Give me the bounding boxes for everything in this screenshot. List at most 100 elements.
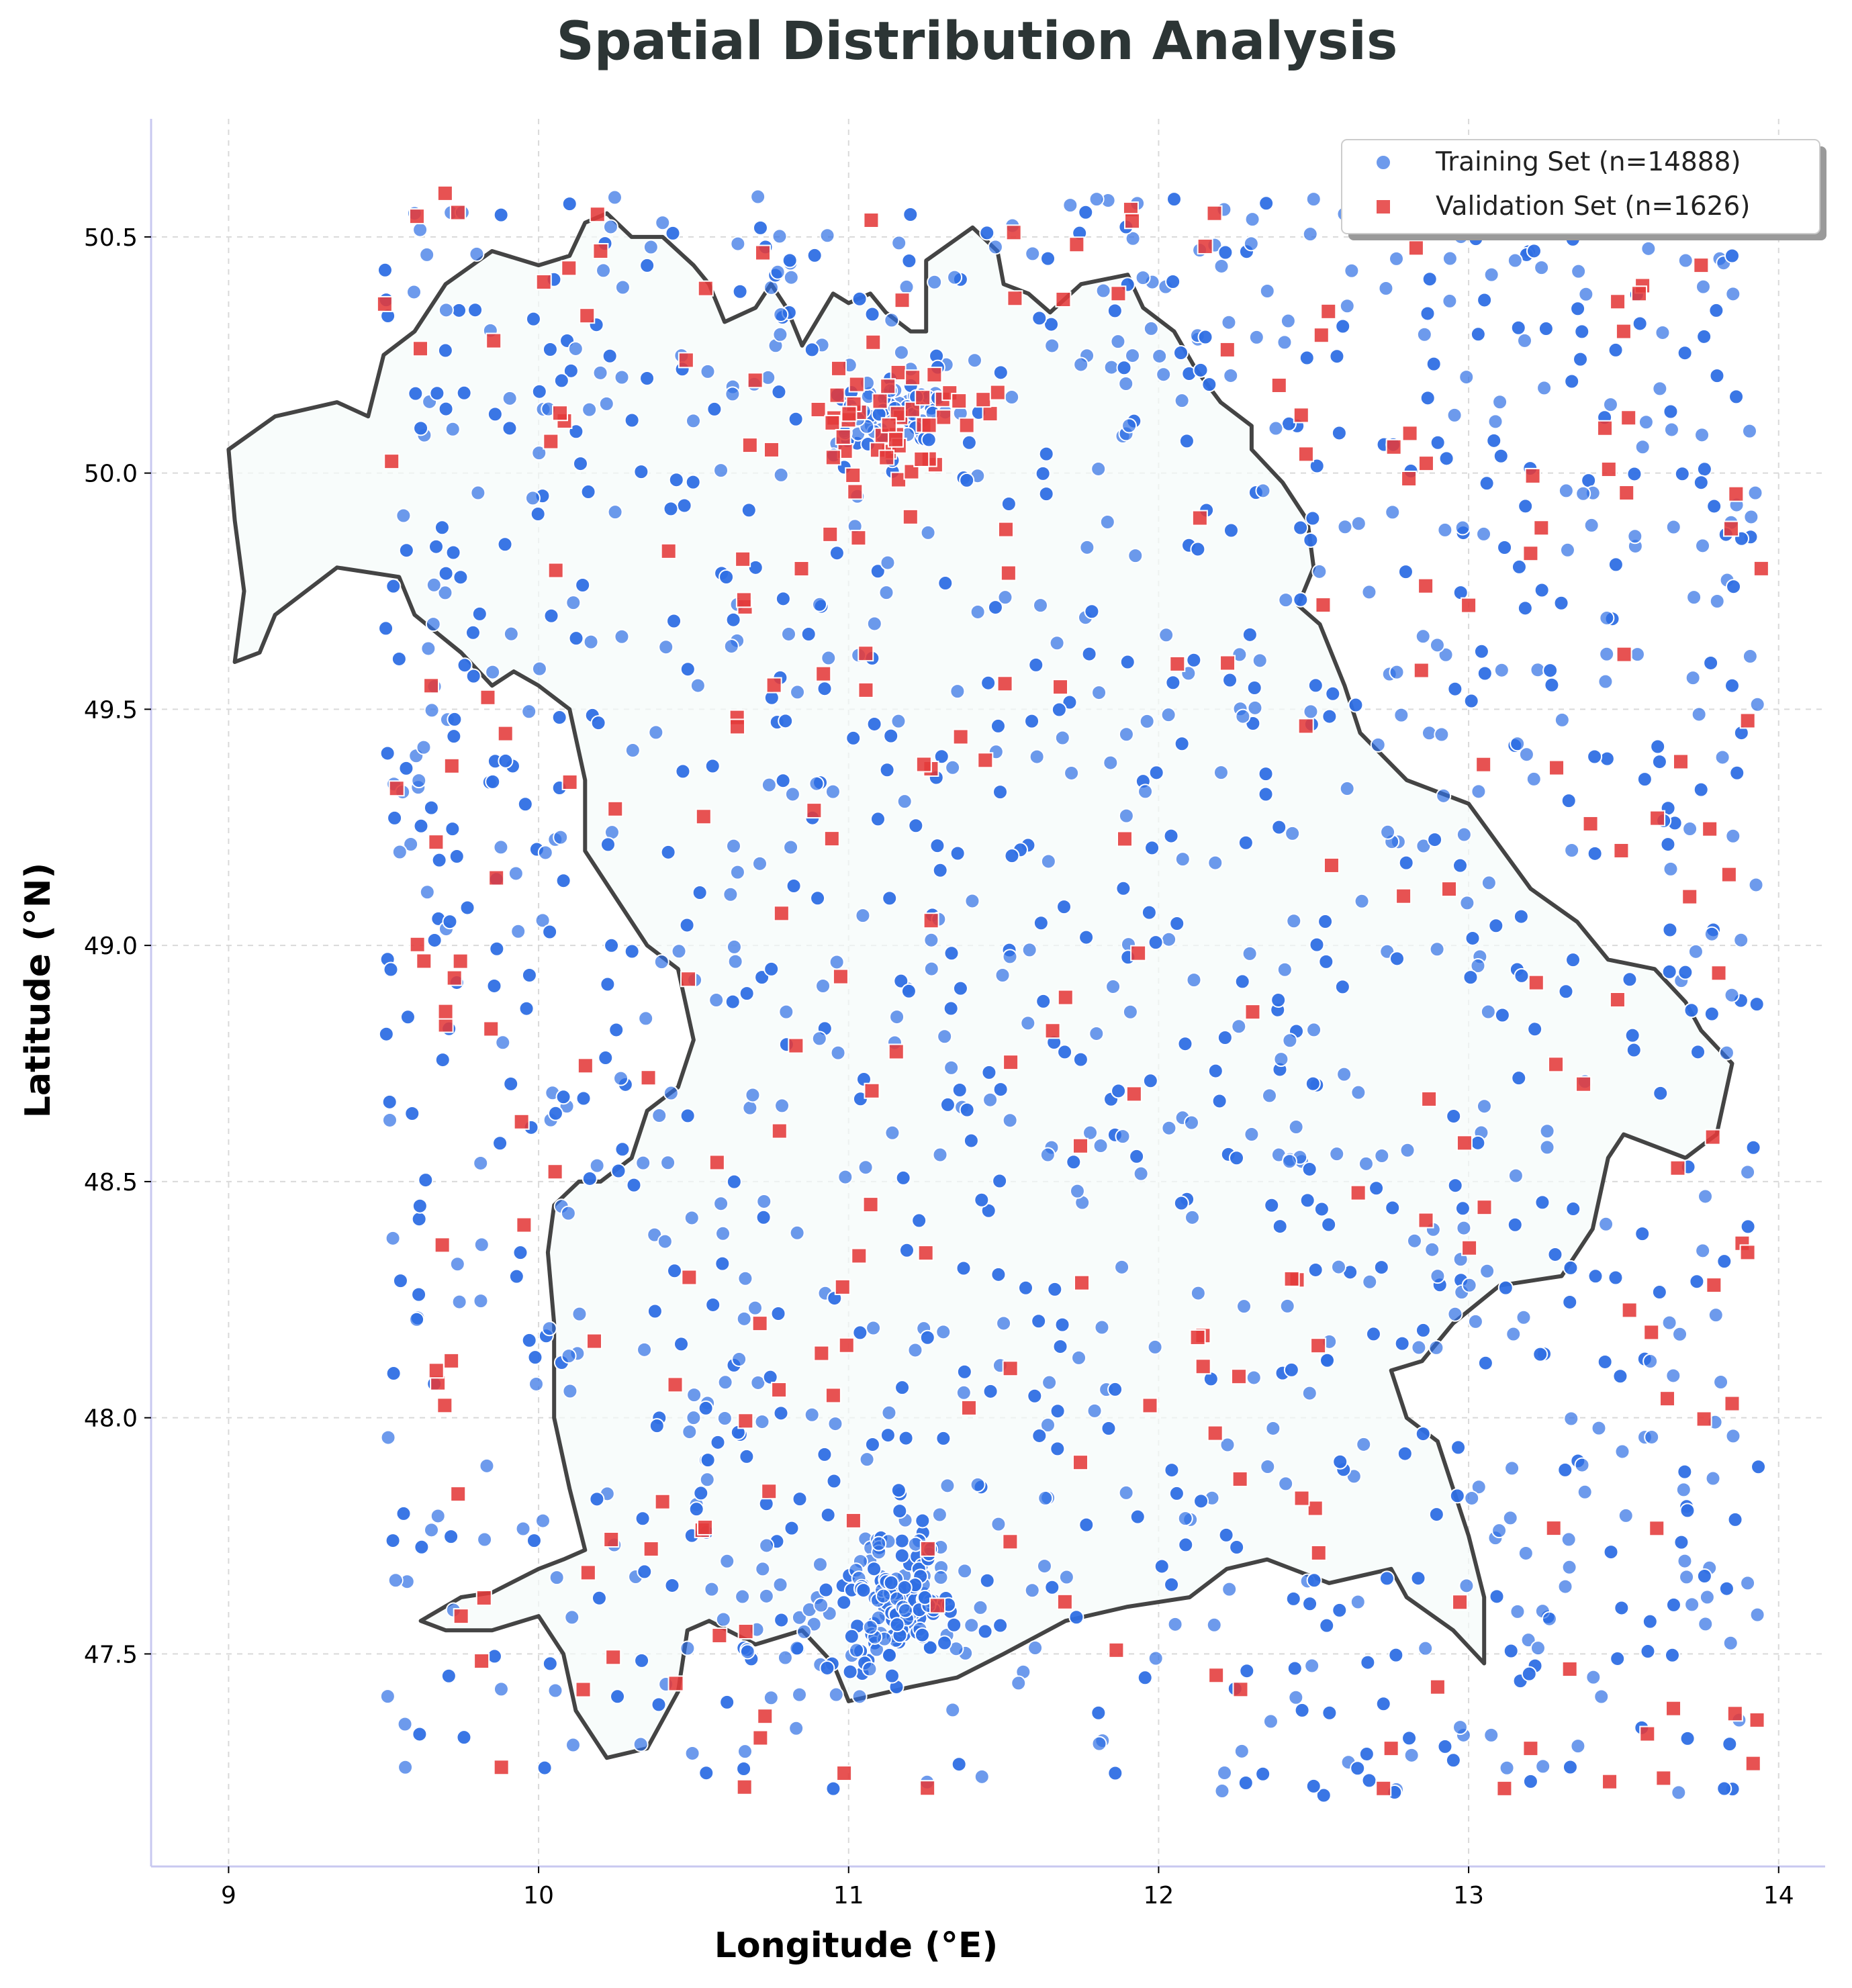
validation-point (579, 307, 596, 324)
training-point (725, 386, 741, 402)
training-point (1508, 1168, 1524, 1184)
training-point (1562, 1294, 1578, 1310)
training-point (555, 1089, 571, 1105)
training-point (1651, 1284, 1667, 1300)
training-point (1456, 826, 1472, 843)
training-point (403, 836, 419, 852)
validation-point (810, 401, 827, 418)
training-point (1229, 1150, 1245, 1166)
training-point (686, 1387, 702, 1403)
training-point (671, 943, 687, 959)
validation-point (580, 1564, 596, 1581)
training-point (716, 1410, 733, 1426)
training-point (608, 1022, 624, 1038)
training-point (1677, 1553, 1693, 1569)
validation-point (1696, 1411, 1712, 1427)
training-point (1689, 1274, 1705, 1290)
training-point (898, 1430, 914, 1446)
training-point (870, 563, 886, 579)
training-point (503, 1076, 519, 1092)
training-point (862, 1661, 878, 1677)
validation-point (416, 953, 432, 969)
training-point (1493, 448, 1509, 464)
training-point (881, 1647, 897, 1663)
training-point (1749, 996, 1765, 1012)
training-point (431, 852, 447, 868)
training-point (602, 348, 618, 364)
training-point (1329, 348, 1345, 365)
training-point (1103, 359, 1119, 375)
training-point (1319, 1617, 1335, 1634)
training-point (783, 269, 799, 285)
validation-point (1720, 866, 1737, 883)
training-point (1679, 1730, 1696, 1746)
training-point (1599, 646, 1615, 662)
training-point (723, 638, 739, 655)
training-point (1044, 1579, 1060, 1595)
validation-point (1749, 1711, 1765, 1728)
training-point (1119, 654, 1136, 670)
training-point (479, 1458, 495, 1474)
training-point (443, 1529, 459, 1545)
training-point (409, 1311, 425, 1327)
training-point (990, 1266, 1007, 1282)
training-point (1672, 1326, 1688, 1342)
training-point (783, 839, 799, 855)
validation-point (697, 280, 714, 297)
training-point (1166, 191, 1182, 207)
training-point (1671, 1785, 1687, 1801)
training-point (572, 456, 588, 472)
training-point (1507, 1217, 1523, 1233)
training-point (1217, 244, 1234, 261)
validation-point (1206, 205, 1223, 222)
validation-point (452, 953, 469, 969)
training-point (788, 411, 804, 427)
training-point (1665, 1368, 1681, 1384)
training-point (829, 545, 845, 561)
training-point (1477, 665, 1493, 681)
training-point (715, 1611, 731, 1627)
training-point (1677, 252, 1694, 269)
training-point (613, 1070, 629, 1086)
training-point (1570, 1738, 1586, 1754)
training-point (1118, 808, 1134, 824)
y-tick-label: 50.0 (84, 461, 138, 488)
training-point (1305, 510, 1321, 526)
training-point (1470, 1135, 1486, 1151)
training-point (1740, 1164, 1756, 1180)
training-point (379, 1689, 396, 1705)
training-point (705, 1296, 721, 1313)
training-point (503, 626, 519, 642)
training-point (1699, 1589, 1715, 1605)
training-point (1375, 1696, 1391, 1712)
training-point (1665, 1597, 1681, 1613)
validation-point (1745, 1755, 1761, 1772)
training-point (1105, 978, 1121, 994)
training-point (1214, 1783, 1230, 1799)
training-point (1277, 961, 1293, 978)
training-point (381, 1094, 398, 1110)
validation-point (1620, 410, 1637, 426)
training-point (1278, 1476, 1294, 1492)
validation-point (592, 242, 609, 259)
validation-point (1297, 718, 1314, 735)
training-point (1493, 662, 1510, 678)
training-point (891, 235, 907, 251)
validation-point (1728, 485, 1745, 502)
training-point (1160, 707, 1176, 723)
validation-point (903, 463, 920, 480)
validation-point (1524, 467, 1541, 484)
training-point (686, 1410, 702, 1426)
training-point (1587, 845, 1603, 861)
training-point (784, 786, 800, 802)
training-point (1246, 680, 1262, 696)
training-point (747, 1300, 763, 1316)
training-point (568, 424, 584, 440)
training-point (951, 1756, 967, 1772)
training-point (736, 1761, 752, 1777)
training-point (456, 1730, 472, 1746)
training-point (1252, 653, 1268, 669)
training-point (1089, 191, 1105, 207)
validation-point (443, 757, 460, 774)
training-point (1339, 781, 1355, 797)
